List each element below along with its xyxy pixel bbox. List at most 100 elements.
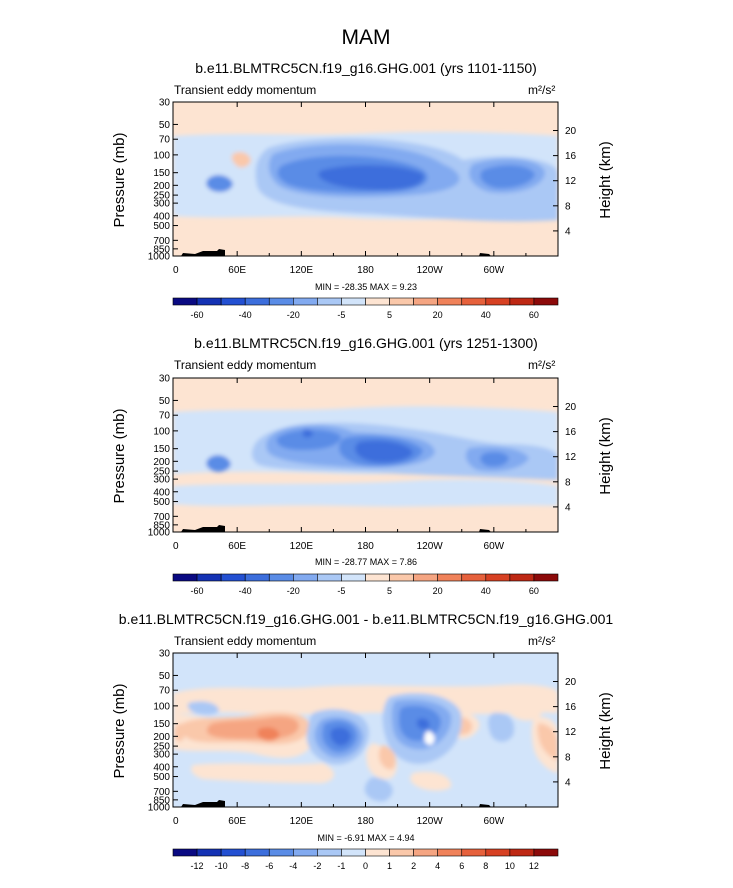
y-tick-label: 50 bbox=[159, 671, 171, 682]
colorbar-swatch bbox=[365, 848, 390, 857]
x-tick-label: 180 bbox=[357, 816, 374, 827]
colorbar-swatch bbox=[533, 573, 559, 582]
x-tick-label: 120E bbox=[290, 541, 314, 552]
y-tick-label: 30 bbox=[159, 374, 171, 385]
panel-1-ylabel: Pressure (mb) bbox=[111, 132, 128, 227]
x-tick-label: 60W bbox=[484, 541, 505, 552]
panel-3-left-string: Transient eddy momentum bbox=[174, 634, 316, 648]
y-tick-label: 100 bbox=[153, 701, 170, 712]
colorbar-swatch bbox=[244, 848, 270, 857]
colorbar-swatch bbox=[172, 573, 198, 582]
y-tick-label: 250 bbox=[153, 191, 170, 202]
colorbar-swatch bbox=[341, 848, 366, 857]
x-tick-label: 60E bbox=[228, 816, 246, 827]
y-tick-label: 850 bbox=[153, 520, 170, 531]
x-tick-label: 120W bbox=[417, 816, 444, 827]
colorbar-swatch bbox=[437, 848, 463, 857]
y-tick-label: 50 bbox=[159, 120, 171, 131]
y-tick-label: 150 bbox=[153, 444, 170, 455]
panel-2-minmax: MIN = -28.77 MAX = 7.86 bbox=[315, 557, 417, 567]
colorbar-swatch bbox=[509, 848, 535, 857]
colorbar-swatch bbox=[461, 573, 487, 582]
y-right-tick-label: 4 bbox=[565, 502, 571, 513]
colorbar-swatch bbox=[196, 573, 222, 582]
colorbar-label: -2 bbox=[313, 861, 321, 871]
y-tick-label: 400 bbox=[153, 762, 170, 773]
panel-2-ylabel: Pressure (mb) bbox=[111, 408, 128, 503]
x-tick-label: 180 bbox=[357, 265, 374, 276]
y-tick-label: 300 bbox=[153, 475, 170, 486]
panel-2-units: m²/s² bbox=[528, 358, 555, 372]
y-tick-label: 700 bbox=[153, 787, 170, 798]
y-tick-label: 300 bbox=[153, 199, 170, 210]
panel-1-minmax: MIN = -28.35 MAX = 9.23 bbox=[315, 282, 417, 292]
colorbar-swatch bbox=[244, 573, 270, 582]
panel-3-ylabel-right: Height (km) bbox=[597, 692, 614, 770]
colorbar-swatch bbox=[341, 297, 366, 306]
colorbar-label: 10 bbox=[505, 861, 515, 871]
y-tick-label: 30 bbox=[159, 649, 171, 660]
colorbar-label: 40 bbox=[481, 586, 491, 596]
colorbar-label: -8 bbox=[241, 861, 249, 871]
colorbar-swatch bbox=[365, 297, 390, 306]
colorbar-swatch bbox=[317, 573, 342, 582]
y-right-tick-label: 12 bbox=[565, 176, 577, 187]
y-tick-label: 1000 bbox=[148, 803, 171, 814]
colorbar-swatch bbox=[413, 573, 438, 582]
x-tick-label: 120W bbox=[417, 541, 444, 552]
y-right-tick-label: 16 bbox=[565, 702, 577, 713]
panel-1-title: b.e11.BLMTRC5CN.f19_g16.GHG.001 (yrs 110… bbox=[195, 60, 537, 76]
colorbar-swatch bbox=[268, 573, 294, 582]
colorbar-swatch bbox=[413, 297, 438, 306]
colorbar-swatch bbox=[220, 573, 246, 582]
colorbar-swatch bbox=[317, 297, 342, 306]
panel-3-units: m²/s² bbox=[528, 634, 555, 648]
colorbar-swatch bbox=[413, 848, 438, 857]
colorbar-label: -20 bbox=[287, 586, 300, 596]
y-tick-label: 30 bbox=[159, 98, 171, 109]
y-tick-label: 100 bbox=[153, 426, 170, 437]
colorbar-label: 4 bbox=[435, 861, 440, 871]
y-tick-label: 200 bbox=[153, 732, 170, 743]
panel-3-title: b.e11.BLMTRC5CN.f19_g16.GHG.001 - b.e11.… bbox=[119, 611, 614, 627]
y-tick-label: 250 bbox=[153, 467, 170, 478]
y-right-tick-label: 20 bbox=[565, 402, 577, 413]
y-tick-label: 70 bbox=[159, 686, 171, 697]
y-tick-label: 70 bbox=[159, 411, 171, 422]
y-tick-label: 50 bbox=[159, 396, 171, 407]
x-tick-label: 60W bbox=[484, 816, 505, 827]
colorbar-label: -60 bbox=[191, 310, 204, 320]
colorbar-label: -1 bbox=[337, 861, 345, 871]
colorbar-swatch bbox=[268, 848, 294, 857]
colorbar-swatch bbox=[196, 297, 222, 306]
y-right-tick-label: 4 bbox=[565, 226, 571, 237]
y-right-tick-label: 8 bbox=[565, 477, 571, 488]
colorbar-label: -12 bbox=[191, 861, 204, 871]
colorbar-swatch bbox=[389, 848, 414, 857]
y-right-tick-label: 8 bbox=[565, 752, 571, 763]
x-tick-label: 0 bbox=[173, 541, 179, 552]
colorbar-label: 0 bbox=[363, 861, 368, 871]
colorbar-swatch bbox=[533, 848, 559, 857]
colorbar-label: -5 bbox=[337, 310, 345, 320]
colorbar-swatch bbox=[220, 297, 246, 306]
panel-3-topography bbox=[181, 800, 491, 807]
colorbar-label: 5 bbox=[387, 586, 392, 596]
colorbar-swatch bbox=[437, 297, 463, 306]
colorbar-label: -20 bbox=[287, 310, 300, 320]
y-tick-label: 850 bbox=[153, 795, 170, 806]
colorbar-label: -40 bbox=[239, 310, 252, 320]
colorbar-label: -40 bbox=[239, 586, 252, 596]
panel-2-left-string: Transient eddy momentum bbox=[174, 358, 316, 372]
colorbar-swatch bbox=[317, 848, 342, 857]
colorbar-label: 12 bbox=[529, 861, 539, 871]
colorbar-label: 60 bbox=[529, 586, 539, 596]
colorbar-swatch bbox=[220, 848, 246, 857]
colorbar-swatch bbox=[389, 573, 414, 582]
colorbar-label: -6 bbox=[265, 861, 273, 871]
y-tick-label: 400 bbox=[153, 211, 170, 222]
y-tick-label: 250 bbox=[153, 742, 170, 753]
colorbar-swatch bbox=[172, 848, 198, 857]
colorbar-label: 40 bbox=[481, 310, 491, 320]
colorbar-swatch bbox=[293, 573, 318, 582]
